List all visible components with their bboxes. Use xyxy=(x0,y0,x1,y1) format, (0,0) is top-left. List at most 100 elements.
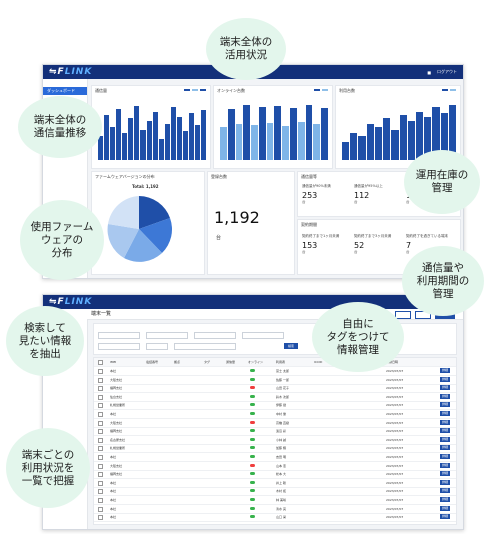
cell-date: 2023/07/07 xyxy=(386,480,404,485)
cell-base: 本社 xyxy=(110,506,117,511)
detail-button[interactable]: 詳細 xyxy=(440,488,450,494)
table-row[interactable]: 本社 井上 聡 2023/07/07 詳細 xyxy=(94,479,456,488)
table-row[interactable]: 本社 富士 太郎 2023/07/07 詳細 xyxy=(94,367,456,376)
cell-user: 木村 拓 xyxy=(276,489,286,494)
row-checkbox[interactable] xyxy=(98,412,103,417)
online-status-icon xyxy=(250,455,255,458)
cell-base: 本社 xyxy=(110,369,117,373)
search-button[interactable]: 検索 xyxy=(284,343,298,349)
table-row[interactable]: 福岡支社 松本 大 2023/07/07 詳細 xyxy=(94,470,456,480)
stat-cell: 通信量が90%未満 253 台 xyxy=(302,184,331,204)
row-checkbox[interactable] xyxy=(98,455,103,460)
detail-button[interactable]: 詳細 xyxy=(440,497,450,502)
filter-select[interactable] xyxy=(146,343,168,350)
online-status-icon xyxy=(250,437,255,441)
callout-firmware: 使用ファーム ウェアの 分布 xyxy=(20,200,104,280)
row-checkbox[interactable] xyxy=(98,480,103,486)
detail-button[interactable]: 詳細 xyxy=(440,411,450,416)
detail-button[interactable]: 詳細 xyxy=(440,454,450,459)
user-icon: ■ xyxy=(427,69,431,75)
chart-legend xyxy=(184,89,206,91)
detail-button[interactable]: 詳細 xyxy=(440,385,450,391)
filter-select[interactable] xyxy=(174,343,236,350)
online-status-icon xyxy=(250,412,255,415)
sidebar-item-dashboard[interactable]: ダッシュボード xyxy=(43,87,87,95)
page-title: 端末一覧 xyxy=(87,309,463,320)
table-row[interactable]: 札幌営業所 加藤 翔 2023/07/07 詳細 xyxy=(94,444,456,454)
detail-button[interactable]: 詳細 xyxy=(440,445,450,451)
row-checkbox[interactable] xyxy=(98,403,103,409)
table-row[interactable]: 大阪支社 高橋 直樹 2023/07/07 詳細 xyxy=(94,419,456,428)
online-status-icon xyxy=(250,506,255,510)
table-row[interactable]: 大阪支社 山本 恵 2023/07/07 詳細 xyxy=(94,462,456,471)
table-row[interactable]: 本社 林 美咲 2023/07/07 詳細 xyxy=(94,496,456,505)
table-row[interactable]: 本社 清水 亮 2023/07/07 詳細 xyxy=(94,505,456,514)
row-checkbox[interactable] xyxy=(98,394,103,400)
cell-date: 2023/07/07 xyxy=(386,455,404,459)
row-checkbox[interactable] xyxy=(98,472,103,478)
detail-button[interactable]: 詳細 xyxy=(440,462,450,468)
filter-input[interactable] xyxy=(146,332,188,339)
total-label: Total: 1,192 xyxy=(132,184,159,189)
table-row[interactable]: 福岡支社 渡辺 彩 2023/07/07 詳細 xyxy=(94,427,456,437)
online-bars xyxy=(220,100,328,160)
select-all-checkbox[interactable] xyxy=(98,360,103,365)
row-checkbox[interactable] xyxy=(98,386,103,392)
cell-base: 本社 xyxy=(110,515,117,520)
cell-user: 井上 聡 xyxy=(276,480,286,485)
callout-search: 検索して 見たい情報 を抽出 xyxy=(6,306,84,376)
cell-date: 2023/07/07 xyxy=(386,515,404,520)
table-row[interactable]: 福岡支社 山田 花子 2023/07/07 詳細 xyxy=(94,384,456,394)
card-title: オンライン台数 xyxy=(217,88,245,93)
table-row[interactable]: 本社 山口 葵 2023/07/07 詳細 xyxy=(94,513,456,523)
callout-inventory: 運用在庫の 管理 xyxy=(404,150,480,214)
table-row[interactable]: 本社 吉田 明 2023/07/07 詳細 xyxy=(94,453,456,462)
table-row[interactable]: 名古屋支社 小林 誠 2023/07/07 詳細 xyxy=(94,436,456,445)
row-checkbox[interactable] xyxy=(98,489,103,495)
logout-link[interactable]: ログアウト xyxy=(437,69,457,74)
row-checkbox[interactable] xyxy=(98,437,103,443)
filter-input[interactable] xyxy=(98,332,140,339)
row-checkbox[interactable] xyxy=(98,498,103,503)
cell-base: 大阪支社 xyxy=(110,377,123,382)
detail-button[interactable]: 詳細 xyxy=(440,402,450,408)
action-button-1[interactable] xyxy=(395,311,411,319)
detail-button[interactable]: 詳細 xyxy=(440,428,450,434)
table-row[interactable]: 札幌営業所 伊藤 健 2023/07/07 詳細 xyxy=(94,401,456,411)
detail-button[interactable]: 詳細 xyxy=(440,505,450,511)
row-checkbox[interactable] xyxy=(98,429,103,435)
row-checkbox[interactable] xyxy=(98,506,103,512)
firmware-card: ファームウェアバージョンの分布 Total: 1,192 xyxy=(91,171,205,275)
cell-base: 福岡支社 xyxy=(110,386,123,391)
row-checkbox[interactable] xyxy=(98,463,103,469)
table-row[interactable]: 本社 中村 優 2023/07/07 詳細 xyxy=(94,410,456,419)
cell-base: 本社 xyxy=(110,412,117,416)
row-checkbox[interactable] xyxy=(98,377,103,383)
user-menu[interactable]: ■ ログアウト xyxy=(427,69,457,75)
table-row[interactable]: 大阪支社 佐藤 一郎 2023/07/07 詳細 xyxy=(94,376,456,385)
detail-button[interactable]: 詳細 xyxy=(440,479,450,485)
detail-button[interactable]: 詳細 xyxy=(440,368,450,373)
detail-button[interactable]: 詳細 xyxy=(440,376,450,382)
cell-user: 山田 花子 xyxy=(276,386,289,391)
detail-button[interactable]: 詳細 xyxy=(440,436,450,442)
row-checkbox[interactable] xyxy=(98,446,103,452)
column-header: タグ xyxy=(204,360,211,364)
detail-button[interactable]: 詳細 xyxy=(440,419,450,425)
detail-button[interactable]: 詳細 xyxy=(440,514,450,520)
row-checkbox[interactable] xyxy=(98,420,103,426)
callout-tags: 自由に タグをつけて 情報管理 xyxy=(312,302,404,372)
cell-date: 2023/07/07 xyxy=(386,463,404,468)
filter-input[interactable] xyxy=(242,332,284,339)
table-row[interactable]: 仙台支社 鈴木 次郎 2023/07/07 詳細 xyxy=(94,393,456,402)
detail-button[interactable]: 詳細 xyxy=(440,393,450,399)
cell-user: 富士 太郎 xyxy=(276,369,289,373)
filter-input[interactable] xyxy=(194,332,236,339)
row-checkbox[interactable] xyxy=(98,515,103,521)
filter-select[interactable] xyxy=(98,343,140,350)
table-row[interactable]: 本社 木村 拓 2023/07/07 詳細 xyxy=(94,487,456,497)
row-checkbox[interactable] xyxy=(98,369,103,374)
cell-user: 吉田 明 xyxy=(276,455,286,459)
cell-user: 高橋 直樹 xyxy=(276,420,289,425)
detail-button[interactable]: 詳細 xyxy=(440,471,450,477)
